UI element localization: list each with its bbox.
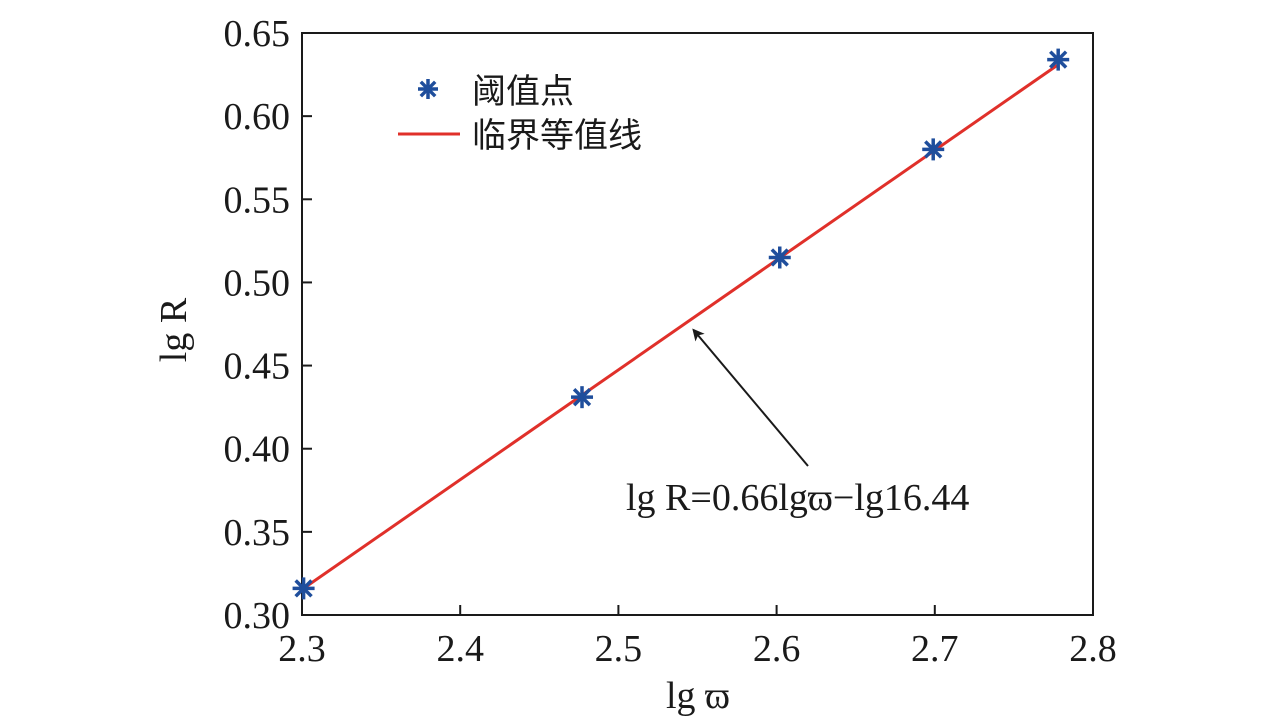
legend-label-critical-contour: 临界等值线 bbox=[472, 116, 642, 156]
y-axis-label: lg R bbox=[153, 297, 195, 362]
x-tick-label: 2.4 bbox=[436, 628, 484, 670]
data-point-marker bbox=[292, 577, 315, 600]
axis-ticks: 2.3 2.4 2.5 2.6 2.7 2.8 0.30 0.35 0.40 0.45 0.50 0.… bbox=[224, 13, 1117, 670]
equation-annotation: lg R=0.66lgϖ−lg16.44 bbox=[626, 328, 969, 519]
data-point-marker bbox=[571, 386, 594, 409]
x-tick-label: 2.8 bbox=[1069, 628, 1117, 670]
x-tick-label: 2.6 bbox=[753, 628, 801, 670]
y-tick-label: 0.30 bbox=[224, 595, 291, 637]
plot-frame bbox=[301, 32, 1094, 616]
y-tick-label: 0.65 bbox=[224, 13, 291, 55]
y-tick-label: 0.50 bbox=[224, 262, 291, 304]
series-points-group bbox=[292, 48, 1070, 600]
legend: 阈值点 临界等值线 bbox=[398, 72, 642, 156]
legend-marker-threshold-points bbox=[418, 79, 438, 99]
x-axis-label: lg ϖ bbox=[666, 675, 730, 717]
annotation-arrow bbox=[692, 328, 809, 467]
y-tick-label: 0.60 bbox=[224, 96, 291, 138]
data-point-marker bbox=[1047, 48, 1070, 71]
legend-asterisk-marker bbox=[418, 79, 438, 99]
plot-border bbox=[301, 32, 1094, 616]
equation-label: lg R=0.66lgϖ−lg16.44 bbox=[626, 477, 969, 519]
data-point-marker bbox=[768, 246, 791, 269]
y-tick-label: 0.35 bbox=[224, 512, 291, 554]
legend-label-threshold-points: 阈值点 bbox=[472, 72, 574, 112]
y-tick-label: 0.45 bbox=[224, 346, 291, 388]
data-point-marker bbox=[922, 138, 945, 161]
x-tick-label: 2.3 bbox=[278, 628, 326, 670]
y-tick-label: 0.55 bbox=[224, 179, 291, 221]
y-tick-label: 0.40 bbox=[224, 429, 291, 471]
x-tick-label: 2.5 bbox=[595, 628, 643, 670]
x-tick-label: 2.7 bbox=[911, 628, 959, 670]
